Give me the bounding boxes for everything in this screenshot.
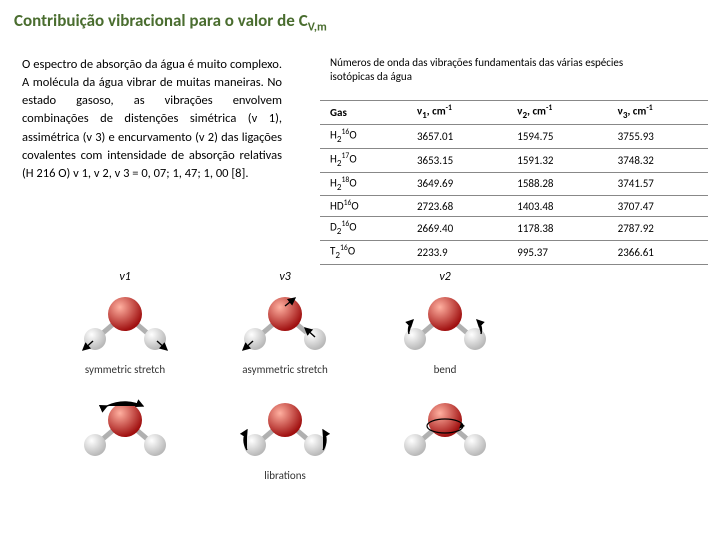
col-v3: ν3, cm-1 (608, 101, 708, 125)
mode-label: ν1 (60, 270, 190, 284)
vibration-label: asymmetric stretch (220, 363, 350, 376)
table-row: H218O3649.691588.283741.57 (320, 172, 708, 196)
table-body: H216O3657.011594.753755.93H217O3653.1515… (320, 124, 708, 264)
col-gas: Gas (320, 101, 407, 125)
molecule-lib2: librations (220, 390, 350, 500)
vibration-label: librations (220, 469, 350, 482)
table-header-row: Gasν1, cm-1ν2, cm-1ν3, cm-1 (320, 101, 708, 125)
page-title: Contribuição vibracional para o valor de… (14, 10, 327, 34)
col-v2: ν2, cm-1 (507, 101, 607, 125)
molecule-diagrams: ν1 symmetric stretch ν3 (60, 270, 530, 500)
table-row: D216O2669.401178.382787.92 (320, 217, 708, 241)
wavenumber-table: Gasν1, cm-1ν2, cm-1ν3, cm-1 H216O3657.01… (320, 100, 708, 265)
table-row: H217O3653.151591.323748.32 (320, 148, 708, 172)
mode-label: ν3 (220, 270, 350, 284)
vibration-label: symmetric stretch (60, 363, 190, 376)
molecule-bend: ν2 bend (380, 270, 510, 380)
table-row: T216O2233.9995.372366.61 (320, 240, 708, 264)
table-row: H216O3657.011594.753755.93 (320, 124, 708, 148)
mode-label: ν2 (380, 270, 510, 284)
table-row: HD16O2723.681403.483707.47 (320, 196, 708, 217)
vibration-label: bend (380, 363, 510, 376)
molecule-sym: ν1 symmetric stretch (60, 270, 190, 380)
molecule-asym: ν3 asymmetric stretch (220, 270, 350, 380)
table-heading: Números de onda das vibrações fundamenta… (330, 56, 630, 85)
col-v1: ν1, cm-1 (407, 101, 507, 125)
molecule-lib3 (380, 390, 510, 500)
body-paragraph: O espectro de absorção da água é muito c… (22, 56, 282, 183)
molecule-lib1 (60, 390, 190, 500)
